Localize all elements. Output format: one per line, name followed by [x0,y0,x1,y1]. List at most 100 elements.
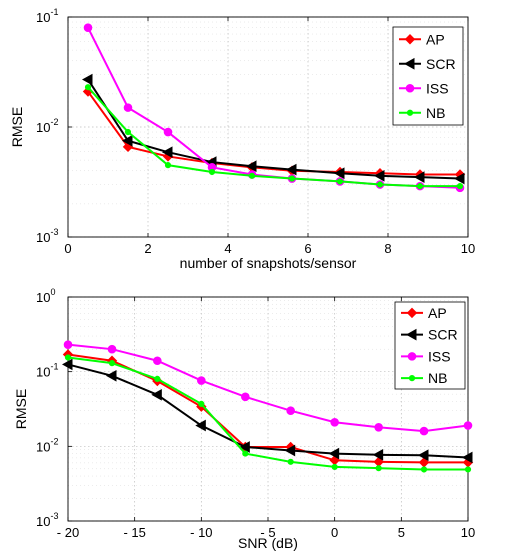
data-point [63,340,73,349]
data-point [328,447,340,460]
series-iss [63,340,473,436]
legend-marker [407,352,417,361]
y-axis-label: RMSE [13,389,29,429]
data-point [376,181,384,188]
series-line [67,363,469,459]
data-point [239,441,250,453]
x-tick-label: 10 [461,241,475,256]
y-tick-label: 10-1 [36,7,58,25]
data-point [153,356,162,366]
y-tick-base: 10 [36,365,50,380]
legend-label: SCR [428,327,458,343]
data-point [417,449,429,462]
data-point [372,448,384,461]
series-line [67,343,469,433]
data-point [164,162,172,169]
y-axis-label: RMSE [9,107,25,147]
x-tick-label: 0 [331,525,338,540]
data-point [105,369,117,382]
data-point [163,127,173,137]
series-nb [64,354,472,473]
y-tick-exponent: -1 [50,362,58,372]
series-nb [84,84,464,190]
legend-label: ISS [426,80,449,96]
legend-label: SCR [426,56,456,72]
x-tick-label: 0 [64,241,71,256]
data-point [245,160,257,173]
legend-label: NB [426,105,445,121]
y-tick-label: 100 [36,287,55,305]
legend-label: ISS [428,348,451,364]
data-point [464,466,472,473]
legend-marker [406,307,418,319]
y-tick-base: 10 [36,10,50,25]
y-tick-label: 10-2 [36,117,58,135]
y-tick-label: 10-3 [36,227,58,245]
series-line [87,86,460,188]
y-tick-exponent: 0 [50,287,55,297]
series-scr [61,358,473,464]
x-tick-label: - 20 [57,525,79,540]
data-point [81,73,93,86]
legend-marker [406,109,414,116]
y-tick-base: 10 [36,439,50,454]
data-point [331,463,338,471]
legend-marker [405,83,415,93]
data-point [241,392,250,402]
x-tick-label: - 15 [123,525,145,540]
data-point [453,172,465,185]
data-point [374,422,383,432]
data-point [161,146,173,159]
data-point [248,172,256,179]
data-point [64,354,72,361]
x-tick-label: - 5 [260,525,275,540]
x-axis-label: number of snapshots/sensor [180,255,357,271]
y-tick-exponent: -2 [50,436,58,446]
data-point [284,444,296,457]
y-tick-base: 10 [36,290,50,305]
data-point [124,128,132,136]
data-point [287,458,294,465]
y-tick-label: 10-3 [36,511,58,529]
x-tick-label: 4 [224,241,231,256]
y-tick-exponent: -3 [50,227,58,237]
data-point [419,426,429,436]
x-tick-label: - 10 [190,525,212,540]
data-point [154,375,161,383]
data-point [84,84,92,91]
data-point [413,171,425,184]
x-tick-label: 5 [398,525,405,540]
data-point [456,183,464,190]
legend: AP SCR ISS NB [392,26,464,126]
data-point [197,376,206,385]
legend-marker [408,375,416,382]
data-point [461,451,473,464]
x-tick-label: 8 [384,241,391,256]
data-point [242,450,249,457]
data-point [330,417,339,427]
data-point [107,344,117,354]
y-tick-exponent: -1 [50,7,58,17]
data-point [333,167,345,180]
data-point [420,466,428,473]
data-point [288,175,296,182]
data-point [463,421,473,430]
data-point [416,183,424,190]
data-point [198,400,205,408]
legend-marker [403,57,415,70]
y-tick-base: 10 [36,514,50,529]
data-point [375,465,382,472]
x-tick-label: 2 [144,241,151,256]
legend-marker [405,328,417,341]
y-tick-label: 10-1 [36,362,58,380]
legend-label: AP [428,305,447,321]
data-point [286,406,295,416]
series-line [87,79,461,180]
data-point [108,360,116,367]
x-tick-label: 10 [461,525,475,540]
legend: AP SCR ISS NB [394,301,466,390]
legend-marker [404,34,416,45]
data-point [151,388,162,401]
